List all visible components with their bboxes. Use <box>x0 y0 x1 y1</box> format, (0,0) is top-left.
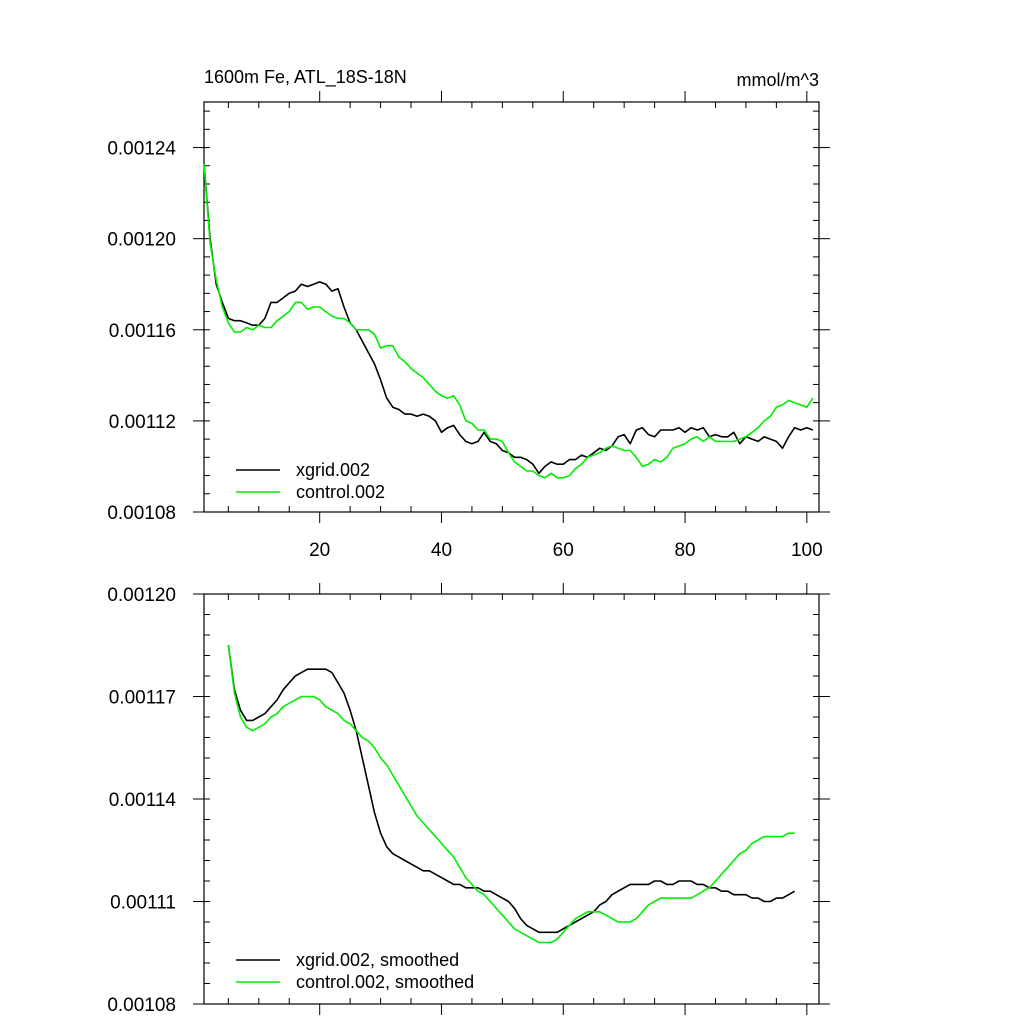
bottom-panel: 0.00108 0.00111 0.00114 0.00117 0.00120 xgri… <box>107 583 830 1016</box>
legend: xgrid.002, smoothed control.002, smoothe… <box>236 950 474 992</box>
axis-tick-labels: 20 40 60 80 100 0.00108 0.00112 0.00116 0.00120 0… <box>107 139 822 561</box>
y-tick-label: 0.00116 <box>109 321 176 342</box>
axis-tick-labels: 0.00108 0.00111 0.00114 0.00117 0.00120 <box>107 585 176 1016</box>
units-label: mmol/m^3 <box>737 70 819 90</box>
legend-label-xgrid: xgrid.002 <box>296 460 370 480</box>
y-tick-label: 0.00120 <box>107 585 176 606</box>
series-line-control-002 <box>203 163 814 479</box>
axis-ticks <box>193 91 830 523</box>
series-lines <box>203 163 814 479</box>
x-tick-label: 60 <box>553 540 574 561</box>
x-tick-label: 20 <box>309 540 330 561</box>
y-tick-label: 0.00117 <box>109 688 176 709</box>
x-tick-label: 100 <box>791 540 823 561</box>
y-tick-label: 0.00112 <box>109 412 176 433</box>
chart-title: 1600m Fe, ATL_18S-18N <box>204 67 407 88</box>
legend-label-control: control.002 <box>296 482 385 502</box>
plot-frame <box>203 101 820 513</box>
y-tick-label: 0.00120 <box>107 230 176 251</box>
legend-label-control-smoothed: control.002, smoothed <box>296 972 474 992</box>
y-tick-label: 0.00108 <box>107 503 176 524</box>
series-line-control-002-smoothed <box>227 645 795 944</box>
top-panel: 1600m Fe, ATL_18S-18N mmol/m^3 20 40 60 80 1… <box>107 67 830 561</box>
legend: xgrid.002 control.002 <box>236 460 385 502</box>
legend-label-xgrid-smoothed: xgrid.002, smoothed <box>296 950 459 970</box>
series-lines <box>227 645 796 944</box>
y-tick-label: 0.00108 <box>107 995 176 1016</box>
y-tick-label: 0.00111 <box>110 893 176 914</box>
axis-ticks <box>193 583 830 1015</box>
x-tick-label: 80 <box>674 540 695 561</box>
x-tick-label: 40 <box>431 540 452 561</box>
series-line-xgrid-002-smoothed <box>227 645 796 934</box>
y-tick-label: 0.00114 <box>109 790 177 811</box>
y-tick-label: 0.00124 <box>107 139 176 160</box>
